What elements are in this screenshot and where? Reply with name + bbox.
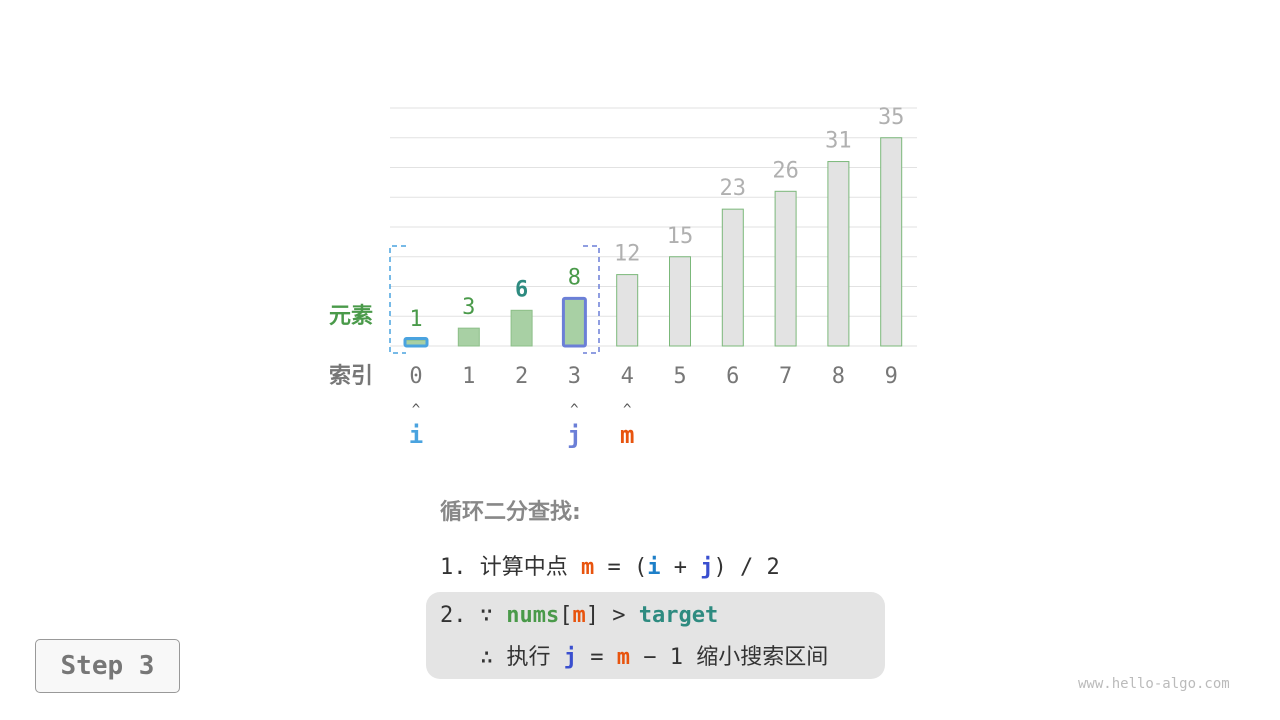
bar — [827, 161, 850, 347]
index-label: 6 — [726, 364, 739, 389]
bar — [880, 137, 903, 347]
value-label: 6 — [515, 277, 528, 302]
index-label: 1 — [462, 364, 475, 389]
watermark: www.hello-algo.com — [1078, 676, 1230, 692]
value-label: 1 — [409, 307, 422, 332]
range-bracket-right — [583, 245, 600, 354]
pointer-m: m — [620, 421, 634, 449]
value-label: 8 — [568, 265, 581, 290]
steps-title: 循环二分查找: — [440, 500, 581, 525]
pointer-arrow-icon: ^ — [412, 402, 420, 418]
bar — [563, 297, 586, 347]
bar — [510, 309, 533, 347]
index-label: 9 — [885, 364, 898, 389]
pointer-j-highlight — [561, 296, 587, 348]
index-label: 7 — [779, 364, 792, 389]
step-line-1: 1. 计算中点 m = (i + j) / 2 — [440, 555, 780, 580]
pointer-arrow-icon: ^ — [623, 402, 631, 418]
bar — [616, 274, 639, 347]
value-label: 35 — [878, 105, 905, 130]
pointer-j: j — [567, 421, 581, 449]
value-label: 12 — [614, 242, 641, 267]
bar — [669, 256, 691, 347]
value-label: 31 — [825, 129, 852, 154]
index-label: 4 — [621, 364, 634, 389]
index-label: 8 — [832, 364, 845, 389]
step-button[interactable]: Step 3 — [35, 639, 180, 693]
row-label-elements: 元素 — [329, 303, 373, 329]
value-label: 3 — [462, 295, 475, 320]
value-label: 23 — [720, 176, 747, 201]
index-label: 5 — [673, 364, 686, 389]
index-label: 3 — [568, 364, 581, 389]
index-label: 2 — [515, 364, 528, 389]
pointer-arrow-icon: ^ — [570, 402, 578, 418]
index-label: 0 — [409, 364, 422, 389]
step-line-3: ∴ 执行 j = m − 1 缩小搜索区间 — [480, 645, 829, 670]
bar — [721, 208, 744, 347]
pointer-i-highlight — [403, 337, 429, 348]
bar — [457, 327, 480, 347]
pointer-i: i — [409, 421, 423, 449]
range-bracket-left — [389, 245, 406, 354]
current-step-highlight — [426, 592, 885, 679]
step-line-2: 2. ∵ nums[m] > target — [440, 603, 719, 628]
bar — [774, 190, 797, 347]
value-label: 26 — [772, 158, 799, 183]
row-label-index: 索引 — [329, 364, 373, 389]
value-label: 15 — [667, 224, 694, 249]
